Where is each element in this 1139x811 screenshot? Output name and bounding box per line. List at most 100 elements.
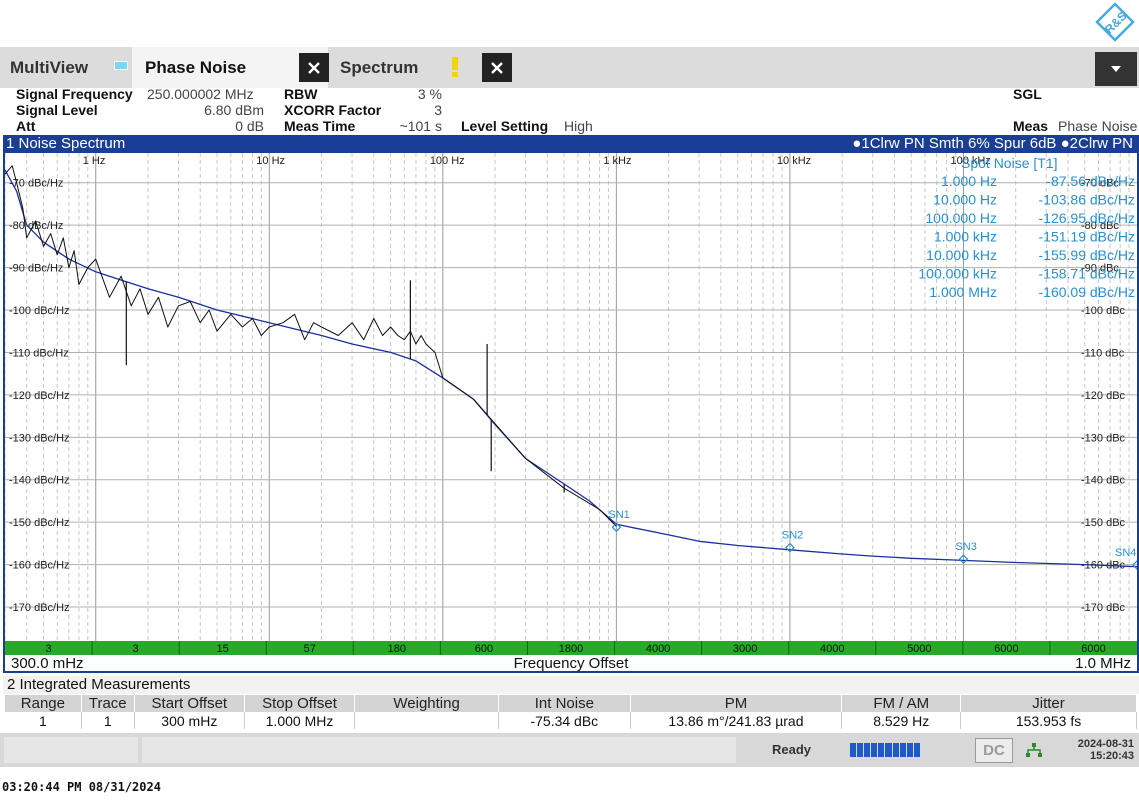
- progress-bar: [850, 743, 920, 757]
- x-start-label: 300.0 mHz: [11, 655, 84, 672]
- att-value[interactable]: 0 dB: [235, 118, 264, 134]
- window-menu-button[interactable]: [1095, 52, 1137, 86]
- im-header-1[interactable]: Trace: [81, 695, 135, 712]
- spot-noise-frequency: 10.000 kHz: [926, 247, 997, 263]
- y-tick-label: -90 dBc/Hz: [9, 263, 63, 275]
- meas-time-label: Meas Time: [284, 118, 356, 134]
- im-cell-3: 1.000 MHz: [244, 712, 356, 729]
- close-icon: [491, 61, 503, 74]
- range-bar-label: 15: [217, 643, 229, 655]
- spot-noise-value: -155.99 dBc/Hz: [1039, 247, 1136, 263]
- status-datetime: 2024-08-31 15:20:43: [1050, 738, 1134, 762]
- spot-marker: [785, 542, 795, 553]
- spot-noise-value: -160.09 dBc/Hz: [1039, 284, 1136, 300]
- range-bar-label: 4000: [820, 643, 844, 655]
- status-field-2[interactable]: [142, 737, 736, 763]
- y-tick-label: -80 dBc/Hz: [9, 220, 63, 232]
- dc-coupling-button[interactable]: DC: [975, 738, 1013, 763]
- spot-noise-frequency: 1.000 kHz: [934, 229, 997, 245]
- im-cell-7: 8.529 Hz: [841, 712, 962, 729]
- y-tick-label: -150 dBc/Hz: [9, 517, 70, 529]
- im-cell-6: 13.86 m°/241.83 µrad: [630, 712, 843, 729]
- im-header-3[interactable]: Stop Offset: [244, 695, 356, 712]
- status-time: 15:20:43: [1089, 750, 1134, 762]
- im-header-7[interactable]: FM / AM: [841, 695, 962, 712]
- dropdown-arrow-icon: [1111, 66, 1121, 72]
- meas-time-value[interactable]: ~101 s: [399, 118, 442, 134]
- y-tick-label-right: -90 dBc: [1081, 263, 1119, 275]
- spot-noise-value: -151.19 dBc/Hz: [1039, 229, 1136, 245]
- im-cell-8: 153.953 fs: [960, 712, 1137, 729]
- y-tick-label-right: -150 dBc: [1081, 517, 1126, 529]
- range-bar-label: 1800: [559, 643, 583, 655]
- close-phase-noise-button[interactable]: [299, 53, 329, 82]
- y-tick-label: -160 dBc/Hz: [9, 560, 70, 572]
- y-tick-label-right: -100 dBc: [1081, 305, 1126, 317]
- range-bar-label: 5000: [907, 643, 931, 655]
- x-tick-label: 10 Hz: [256, 155, 285, 167]
- im-header-2[interactable]: Start Offset: [134, 695, 245, 712]
- tab-bar: MultiView Phase Noise Spectrum: [0, 47, 1139, 88]
- spot-noise-value: -158.71 dBc/Hz: [1039, 266, 1136, 282]
- im-header-8[interactable]: Jitter: [960, 695, 1137, 712]
- im-header-5[interactable]: Int Noise: [498, 695, 631, 712]
- im-cell-2: 300 mHz: [134, 712, 245, 729]
- im-header-4[interactable]: Weighting: [354, 695, 500, 712]
- tab-spectrum[interactable]: Spectrum: [340, 57, 419, 77]
- noise-spectrum-chart[interactable]: -70 dBc/Hz -70 dBc -80 dBc/Hz -80 dBc -90 dB…: [5, 153, 1137, 655]
- meas-value[interactable]: Phase Noise: [1058, 118, 1138, 134]
- spot-marker-label: SN3: [955, 541, 976, 553]
- spot-noise-value: -87.56 dBc/Hz: [1046, 173, 1135, 189]
- xcorr-label: XCORR Factor: [284, 102, 382, 118]
- spot-marker: [1132, 560, 1137, 570]
- im-cell-0: 1: [5, 712, 82, 729]
- range-bar-label: 6000: [994, 643, 1018, 655]
- rbw-label: RBW: [284, 86, 318, 102]
- im-header-6[interactable]: PM: [630, 695, 843, 712]
- y-tick-label-right: -70 dBc: [1081, 178, 1119, 190]
- x-tick-label: 100 Hz: [430, 155, 465, 167]
- signal-level-value[interactable]: 6.80 dBm: [204, 102, 264, 118]
- rbw-value[interactable]: 3 %: [417, 86, 442, 102]
- range-bar-label: 57: [304, 643, 316, 655]
- trace-info: ●1Clrw PN Smth 6% Spur 6dB ●2Clrw PN: [852, 135, 1133, 152]
- level-setting-label: Level Setting: [461, 118, 549, 134]
- warning-icon: [452, 57, 458, 77]
- y-tick-label-right: -170 dBc: [1081, 602, 1126, 614]
- y-tick-label: -110 dBc/Hz: [9, 347, 69, 359]
- y-tick-label-right: -80 dBc: [1081, 220, 1119, 232]
- xcorr-value[interactable]: 3: [434, 102, 442, 118]
- settings-panel: Signal Frequency 250.000002 MHz Signal L…: [0, 86, 1139, 136]
- x-tick-label: 10 kHz: [777, 155, 811, 167]
- spot-noise-value: -126.95 dBc/Hz: [1039, 210, 1136, 226]
- att-label: Att: [16, 118, 36, 134]
- close-icon: [308, 61, 320, 74]
- x-axis-footer: 300.0 mHz Frequency Offset 1.0 MHz: [5, 655, 1137, 673]
- status-field-1[interactable]: [4, 737, 138, 763]
- sweep-mode[interactable]: SGL: [1013, 86, 1042, 102]
- spot-noise-frequency: 1.000 MHz: [929, 284, 997, 300]
- range-bar-label: 3: [45, 643, 51, 655]
- noise-spectrum-window-title[interactable]: 1 Noise Spectrum ●1Clrw PN Smth 6% Spur …: [3, 135, 1139, 153]
- window-title: 1 Noise Spectrum: [6, 135, 126, 152]
- series-line-2: [5, 165, 617, 527]
- rs-logo-icon: R&S: [1095, 2, 1135, 42]
- signal-frequency-value[interactable]: 250.000002 MHz: [147, 86, 254, 102]
- plot-frame: [3, 153, 1139, 673]
- signal-level-label: Signal Level: [16, 102, 98, 118]
- plot-background: [5, 153, 1137, 641]
- level-setting-value[interactable]: High: [564, 118, 593, 134]
- close-spectrum-button[interactable]: [482, 53, 512, 82]
- spot-marker-label: SN4: [1115, 547, 1136, 559]
- footer-timestamp: 03:20:44 PM 08/31/2024: [2, 780, 161, 794]
- tab-phase-noise[interactable]: Phase Noise: [132, 47, 328, 88]
- spot-noise-title: Spot Noise [T1]: [961, 155, 1058, 171]
- y-tick-label: -130 dBc/Hz: [9, 432, 70, 444]
- integrated-measurements-title[interactable]: 2 Integrated Measurements: [3, 676, 1139, 694]
- y-tick-label: -70 dBc/Hz: [9, 178, 63, 190]
- y-tick-label-right: -130 dBc: [1081, 432, 1126, 444]
- tab-multiview[interactable]: MultiView: [10, 57, 89, 77]
- im-header-0[interactable]: Range: [5, 695, 82, 712]
- multiview-indicator: [114, 61, 128, 70]
- spot-marker: [958, 554, 969, 564]
